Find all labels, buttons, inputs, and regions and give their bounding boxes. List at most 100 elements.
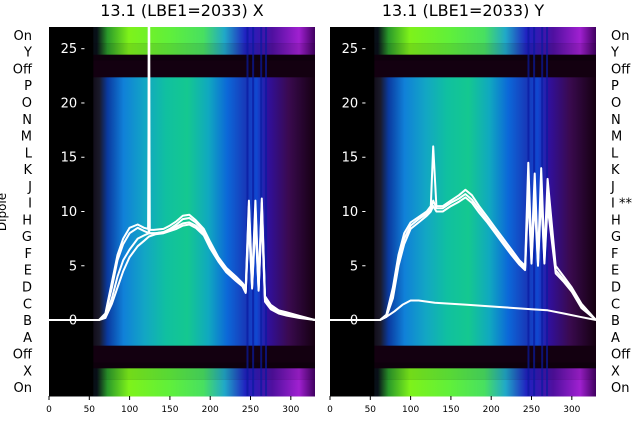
overlay-ytick-label: 10 bbox=[61, 205, 78, 220]
heatmap-row bbox=[49, 127, 315, 145]
row-label-left: I bbox=[28, 197, 32, 212]
row-label-right: E bbox=[611, 264, 619, 279]
overlay-ytick-label: 20 bbox=[61, 96, 78, 111]
row-label-right: Off bbox=[611, 62, 631, 77]
row-label-left: M bbox=[21, 130, 32, 145]
heatmap-row bbox=[49, 177, 315, 196]
heatmap-row bbox=[49, 27, 315, 45]
row-label-right: K bbox=[611, 163, 620, 178]
overlay-ytick-label: 10 bbox=[342, 205, 359, 220]
row-label-left: E bbox=[24, 264, 32, 279]
overlay-ytick-label: 20 bbox=[342, 96, 359, 111]
row-label-right: B bbox=[611, 314, 620, 329]
heatmap-row bbox=[49, 94, 315, 112]
overlay-ytick-label: 5 bbox=[69, 259, 77, 274]
xtick-label: 50 bbox=[84, 405, 96, 415]
heatmap-row bbox=[49, 345, 315, 363]
row-label-left: P bbox=[24, 79, 32, 94]
heatmap-row bbox=[330, 379, 596, 397]
heatmap-row-bright-part bbox=[330, 368, 596, 380]
row-label-right: Off bbox=[611, 348, 631, 363]
heatmap-row bbox=[49, 60, 315, 78]
row-label-right: H bbox=[611, 213, 621, 228]
row-label-right: P bbox=[611, 79, 619, 94]
heatmap-row-bright-part bbox=[49, 368, 315, 380]
row-label-right: On bbox=[611, 381, 629, 396]
heatmap-row bbox=[49, 161, 315, 179]
overlay-ytick-label: 0 bbox=[350, 314, 358, 329]
row-label-left: On bbox=[14, 29, 32, 44]
heatmap-row-bright-part bbox=[49, 43, 315, 55]
heatmap-row bbox=[49, 379, 315, 397]
row-label-right: C bbox=[611, 297, 620, 312]
row-label-left: G bbox=[22, 230, 32, 245]
heatmap-row bbox=[330, 94, 596, 112]
xtick-label: 0 bbox=[46, 405, 52, 415]
row-label-right: J bbox=[610, 180, 615, 195]
row-label-right: N bbox=[611, 113, 621, 128]
heatmap-row bbox=[330, 77, 596, 95]
row-label-right: X bbox=[611, 364, 620, 379]
row-label-left: Y bbox=[23, 46, 32, 61]
row-label-left: B bbox=[23, 314, 32, 329]
row-label-left: O bbox=[22, 96, 32, 111]
heatmap-row bbox=[49, 295, 315, 313]
series-line bbox=[330, 299, 597, 321]
row-label-left: Off bbox=[13, 348, 33, 363]
overlay-ytick-label: 25 bbox=[61, 42, 78, 57]
xtick-label: 250 bbox=[523, 405, 540, 415]
heatmap-row bbox=[330, 345, 596, 363]
row-label-right: F bbox=[611, 247, 618, 262]
row-label-left: F bbox=[25, 247, 32, 262]
xtick-label: 50 bbox=[365, 405, 377, 415]
heatmap-row bbox=[49, 77, 315, 95]
heatmap-row bbox=[330, 127, 596, 145]
series-line bbox=[330, 194, 597, 321]
row-label-right: I ** bbox=[611, 197, 632, 212]
row-label-left: N bbox=[22, 113, 32, 128]
heatmap-row bbox=[330, 27, 596, 45]
row-label-right: Y bbox=[610, 46, 619, 61]
heatmap-row-bright-part bbox=[330, 43, 596, 55]
row-label-right: D bbox=[611, 280, 621, 295]
heatmap-row bbox=[49, 110, 315, 129]
xtick-label: 150 bbox=[161, 405, 178, 415]
overlay-ytick-label: 0 bbox=[69, 314, 77, 329]
heatmap-dead-zone bbox=[49, 27, 94, 396]
overlay-ytick-label: 15 bbox=[61, 151, 78, 166]
row-label-right: On bbox=[611, 29, 629, 44]
heatmap-row bbox=[330, 245, 596, 263]
xtick-label: 100 bbox=[121, 405, 138, 415]
row-label-left: On bbox=[14, 381, 32, 396]
panel-title: 13.1 (LBE1=2033) X bbox=[100, 1, 264, 20]
row-label-left: D bbox=[22, 280, 32, 295]
heatmap-row bbox=[49, 144, 315, 162]
heatmap-dead-zone bbox=[330, 27, 375, 396]
overlay-ytick-label: 25 bbox=[342, 42, 359, 57]
row-label-left: H bbox=[22, 213, 32, 228]
row-label-right: M bbox=[611, 130, 622, 145]
heatmap-row bbox=[49, 312, 315, 330]
y-axis-label: Dipole bbox=[0, 193, 9, 231]
heatmap-row bbox=[330, 110, 596, 129]
xtick-label: 150 bbox=[442, 405, 459, 415]
xtick-label: 200 bbox=[202, 405, 219, 415]
xtick-label: 250 bbox=[242, 405, 259, 415]
xtick-label: 0 bbox=[327, 405, 333, 415]
row-label-left: K bbox=[23, 163, 32, 178]
heatmap-stripe bbox=[246, 27, 249, 396]
row-label-right: A bbox=[611, 331, 620, 346]
series-line bbox=[49, 15, 316, 321]
row-label-right: G bbox=[611, 230, 621, 245]
row-label-right: O bbox=[611, 96, 621, 111]
row-label-left: A bbox=[23, 331, 32, 346]
panel-x: 0 5 10 15 20 25 13.1 (LBE1=2033) X 0 50 100 150 200… bbox=[13, 1, 316, 415]
row-label-left: Off bbox=[13, 62, 33, 77]
heatmap-row bbox=[330, 144, 596, 162]
panel-title: 13.1 (LBE1=2033) Y bbox=[382, 1, 545, 20]
xtick-label: 100 bbox=[402, 405, 419, 415]
heatmap-stripe bbox=[252, 27, 255, 396]
heatmap-row bbox=[330, 328, 596, 347]
overlay-ytick-label: 15 bbox=[342, 151, 359, 166]
